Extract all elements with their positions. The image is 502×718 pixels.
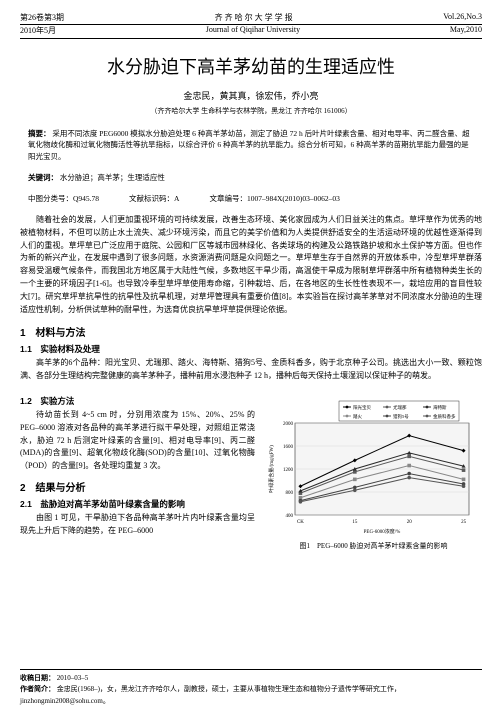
paper-title: 水分胁迫下高羊茅幼苗的生理适应性 — [20, 53, 482, 79]
section-1-1-heading: 1.1 实验材料及处理 — [20, 343, 482, 355]
keywords-block: 关键词： 水分胁迫；高羊茅；生理适应性 — [28, 172, 474, 183]
section-2-heading: 2 结果与分析 — [20, 479, 255, 494]
svg-text:CK: CK — [297, 520, 304, 525]
svg-text:PEG-6000浓度/%: PEG-6000浓度/% — [364, 528, 401, 535]
abstract-text: 采用不同浓度 PEG6000 模拟水分胁迫处理 6 种高羊茅幼苗，测定了胁迫 7… — [28, 129, 470, 161]
abstract-label: 摘要： — [28, 129, 51, 138]
svg-text:1200: 1200 — [283, 468, 294, 473]
header-vol-issue: 第26卷第3期 — [20, 12, 64, 23]
article-id: 文章编号：1007–984X(2010)03–0062–03 — [209, 193, 339, 204]
author-bio: 金忠民(1968–)，女，黑龙江齐齐哈尔人，副教授，硕士，主要从事植物生理生态和… — [20, 685, 401, 705]
doc-code: 文献标识码：A — [129, 193, 179, 204]
svg-text:2000: 2000 — [283, 422, 294, 427]
header-date-cn: 2010年5月 — [20, 25, 56, 36]
svg-text:叶绿素含量/(mg/gFW): 叶绿素含量/(mg/gFW) — [268, 445, 275, 493]
header-row-2: 2010年5月 Journal of Qiqihar University Ma… — [20, 25, 482, 39]
svg-text:400: 400 — [286, 514, 294, 519]
figure-1-caption: 图1 PEG–6000 胁迫对高羊茅叶绿素含量的影响 — [265, 541, 482, 551]
svg-text:猎狗5号: 猎狗5号 — [393, 413, 409, 420]
keywords-text: 水分胁迫；高羊茅；生理适应性 — [60, 173, 165, 182]
section-1-heading: 1 材料与方法 — [20, 324, 482, 339]
section-1-2-text: 待幼苗长到 4~5 cm 时，分别用浓度为 15%、20%、25% 的 PEG–… — [20, 409, 255, 473]
svg-text:20: 20 — [407, 520, 413, 525]
svg-text:阳光宝贝: 阳光宝贝 — [353, 404, 371, 411]
recv-date: 2010–03–5 — [57, 674, 89, 682]
section-2-1-text: 由图 1 可见，干旱胁迫下各品种高羊茅叶片内叶绿素含量均呈现先上升后下降的趋势，… — [20, 512, 255, 538]
svg-text:踏火: 踏火 — [353, 413, 362, 420]
paper-authors: 金忠民，黄其真，徐宏伟，乔小亮 — [20, 89, 482, 102]
classification-row: 中图分类号：Q945.78 文献标识码：A 文章编号：1007–984X(201… — [28, 193, 474, 204]
clc-number: 中图分类号：Q945.78 — [28, 193, 99, 204]
header-row-1: 第26卷第3期 齐 齐 哈 尔 大 学 学 报 Vol.26,No.3 — [20, 12, 482, 25]
header-date-en: May,2010 — [450, 25, 482, 36]
section-2-1-heading: 2.1 盐胁迫对高羊茅幼苗叶绿素含量的影响 — [20, 498, 255, 510]
recv-date-label: 收稿日期： — [20, 675, 55, 682]
section-1-2-heading: 1.2 实验方法 — [20, 395, 255, 407]
svg-text:尤瑞那: 尤瑞那 — [393, 404, 407, 411]
svg-text:海特斯: 海特斯 — [433, 404, 447, 411]
paper-affiliation: （齐齐哈尔大学 生命科学与农林学院，黑龙江 齐齐哈尔 161006） — [20, 106, 482, 116]
svg-text:800: 800 — [286, 491, 294, 496]
abstract-block: 摘要： 采用不同浓度 PEG6000 模拟水分胁迫处理 6 种高羊茅幼苗，测定了… — [28, 128, 474, 162]
svg-text:25: 25 — [461, 520, 467, 525]
svg-text:15: 15 — [352, 520, 358, 525]
keywords-label: 关键词： — [28, 173, 58, 182]
author-bio-label: 作者简介： — [20, 686, 55, 693]
figure-1-chart: 400 800 1200 1600 2000 CK 15 20 25 叶绿素含量/(mg/gFW)… — [265, 397, 475, 537]
section-1-1-text: 高羊茅的6个品种：阳光宝贝、尤瑞那、踏火、海特斯、猎狗5号、金质科香多，购于北京… — [20, 357, 482, 383]
journal-name-cn: 齐 齐 哈 尔 大 学 学 报 — [215, 12, 293, 23]
footer-block: 收稿日期： 2010–03–5 作者简介： 金忠民(1968–)，女，黑龙江齐齐… — [20, 669, 482, 707]
journal-name-en: Journal of Qiqihar University — [206, 25, 300, 36]
svg-text:金质科香多: 金质科香多 — [433, 413, 456, 420]
svg-text:1600: 1600 — [283, 445, 294, 450]
intro-paragraph: 随着社会的发展，人们更加重视环境的可持续发展，改善生态环境、美化家园成为人们日益… — [20, 214, 482, 316]
header-vol-en: Vol.26,No.3 — [443, 12, 482, 23]
